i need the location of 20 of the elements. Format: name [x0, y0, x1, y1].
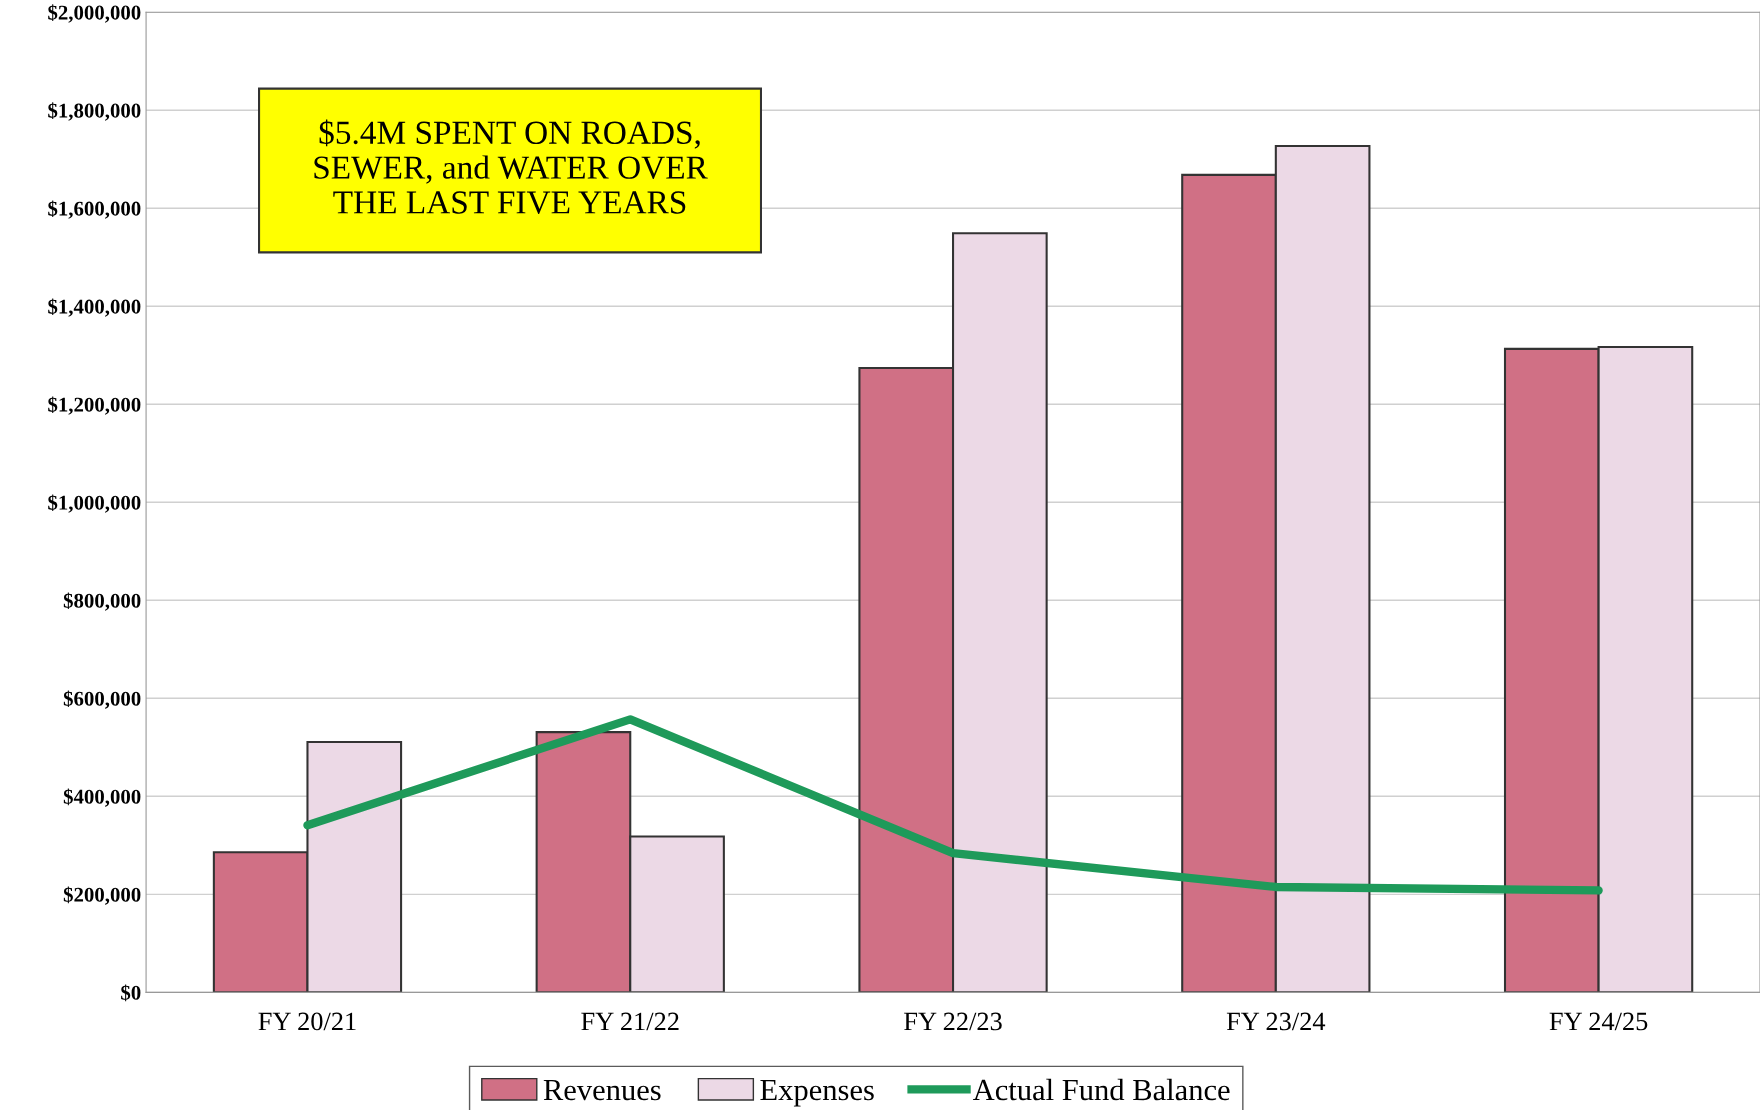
x-tick-label: FY 24/25 [1549, 1012, 1648, 1031]
y-tick-label: $1,600,000 [48, 200, 141, 219]
legend-label: Expenses [760, 1080, 874, 1107]
x-tick-label: FY 20/21 [258, 1012, 356, 1031]
legend-label: Revenues [543, 1080, 661, 1101]
y-tick-label: $1,200,000 [48, 396, 141, 415]
x-tick-label: FY 21/22 [581, 1012, 679, 1031]
x-tick-label: FY 23/24 [1226, 1012, 1326, 1031]
y-tick-label: $200,000 [63, 886, 141, 905]
y-tick-label: $1,800,000 [48, 102, 141, 121]
annotation: $5.4M SPENT ON ROADS, SEWER, and WATER OVER THE LAST FIVE YEARS [314, 119, 708, 214]
legend-label: Actual Fund Balance [972, 1078, 1230, 1101]
y-tick-label: $1,400,000 [48, 298, 141, 317]
y-tick-label: $400,000 [63, 788, 141, 807]
y-tick-label: $2,000,000 [48, 4, 141, 23]
y-tick-label: $600,000 [63, 690, 141, 709]
y-tick-label: $1,000,000 [48, 494, 141, 513]
x-tick-label: FY 22/23 [904, 1012, 1002, 1031]
y-tick-label: $0 [121, 984, 141, 1002]
y-tick-label: $800,000 [63, 592, 141, 611]
